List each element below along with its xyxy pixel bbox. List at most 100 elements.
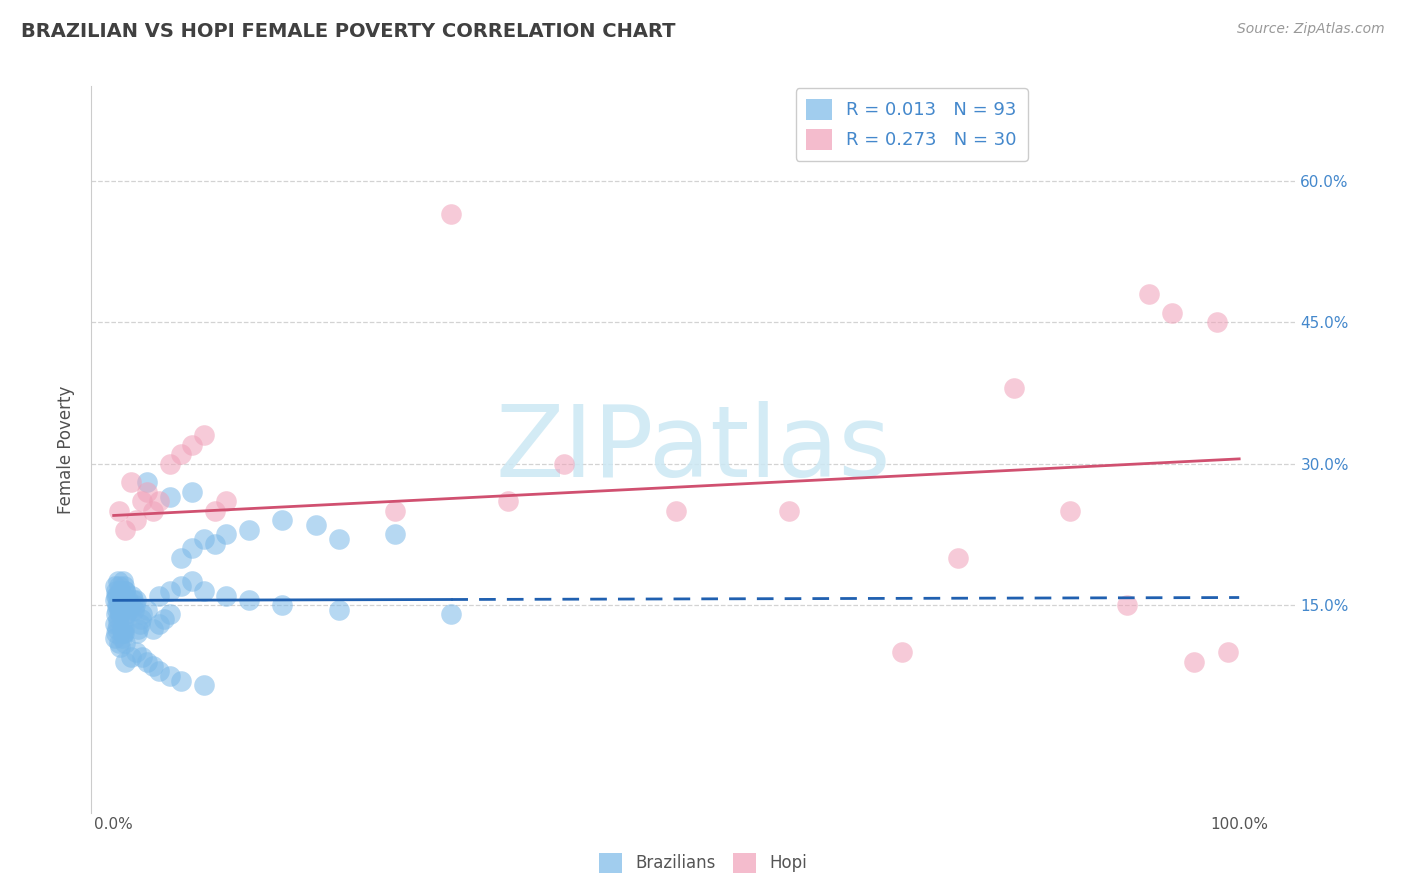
- Point: [142, 622, 165, 636]
- Point: [107, 598, 129, 612]
- Legend: Brazilians, Hopi: Brazilians, Hopi: [592, 847, 814, 880]
- Point: [1205, 315, 1227, 329]
- Point: [105, 598, 128, 612]
- Point: [204, 537, 226, 551]
- Y-axis label: Female Poverty: Female Poverty: [58, 385, 75, 514]
- Point: [148, 664, 170, 678]
- Point: [122, 603, 145, 617]
- Point: [384, 504, 406, 518]
- Point: [305, 517, 328, 532]
- Point: [115, 598, 138, 612]
- Point: [104, 616, 127, 631]
- Point: [131, 649, 153, 664]
- Point: [159, 583, 181, 598]
- Point: [121, 589, 143, 603]
- Point: [131, 607, 153, 622]
- Point: [107, 612, 129, 626]
- Legend: R = 0.013   N = 93, R = 0.273   N = 30: R = 0.013 N = 93, R = 0.273 N = 30: [796, 88, 1028, 161]
- Point: [440, 207, 463, 221]
- Point: [124, 598, 146, 612]
- Point: [215, 589, 238, 603]
- Point: [384, 527, 406, 541]
- Point: [112, 612, 135, 626]
- Point: [193, 583, 215, 598]
- Point: [181, 574, 204, 589]
- Point: [125, 593, 148, 607]
- Point: [159, 457, 181, 471]
- Point: [181, 484, 204, 499]
- Point: [104, 626, 127, 640]
- Point: [115, 607, 138, 622]
- Point: [553, 457, 575, 471]
- Point: [110, 631, 132, 645]
- Point: [1216, 645, 1239, 659]
- Point: [111, 574, 134, 589]
- Point: [104, 589, 127, 603]
- Point: [148, 494, 170, 508]
- Point: [108, 593, 131, 607]
- Point: [125, 645, 148, 659]
- Point: [136, 603, 159, 617]
- Point: [1115, 598, 1137, 612]
- Point: [114, 583, 136, 598]
- Point: [148, 616, 170, 631]
- Point: [118, 603, 141, 617]
- Point: [153, 612, 176, 626]
- Point: [110, 603, 132, 617]
- Point: [120, 475, 142, 490]
- Point: [125, 513, 148, 527]
- Point: [170, 550, 193, 565]
- Point: [127, 626, 149, 640]
- Point: [193, 532, 215, 546]
- Point: [105, 589, 128, 603]
- Point: [114, 523, 136, 537]
- Point: [204, 504, 226, 518]
- Point: [110, 622, 132, 636]
- Point: [1182, 655, 1205, 669]
- Point: [181, 438, 204, 452]
- Point: [1002, 381, 1025, 395]
- Point: [120, 598, 142, 612]
- Text: ZIPatlas: ZIPatlas: [495, 401, 891, 498]
- Point: [111, 598, 134, 612]
- Point: [112, 622, 135, 636]
- Point: [107, 616, 129, 631]
- Point: [111, 626, 134, 640]
- Point: [271, 598, 294, 612]
- Text: Source: ZipAtlas.com: Source: ZipAtlas.com: [1237, 22, 1385, 37]
- Point: [131, 494, 153, 508]
- Point: [104, 607, 127, 622]
- Point: [114, 636, 136, 650]
- Point: [114, 583, 136, 598]
- Point: [193, 428, 215, 442]
- Point: [328, 532, 350, 546]
- Point: [104, 583, 127, 598]
- Point: [107, 574, 129, 589]
- Point: [1137, 286, 1160, 301]
- Point: [114, 607, 136, 622]
- Point: [142, 504, 165, 518]
- Point: [271, 513, 294, 527]
- Point: [105, 603, 128, 617]
- Point: [110, 589, 132, 603]
- Point: [127, 622, 149, 636]
- Point: [108, 636, 131, 650]
- Text: BRAZILIAN VS HOPI FEMALE POVERTY CORRELATION CHART: BRAZILIAN VS HOPI FEMALE POVERTY CORRELA…: [21, 22, 676, 41]
- Point: [193, 678, 215, 692]
- Point: [496, 494, 519, 508]
- Point: [111, 589, 134, 603]
- Point: [104, 631, 127, 645]
- Point: [215, 494, 238, 508]
- Point: [159, 607, 181, 622]
- Point: [328, 603, 350, 617]
- Point: [440, 607, 463, 622]
- Point: [108, 504, 131, 518]
- Point: [110, 607, 132, 622]
- Point: [665, 504, 688, 518]
- Point: [142, 659, 165, 673]
- Point: [170, 579, 193, 593]
- Point: [108, 603, 131, 617]
- Point: [159, 490, 181, 504]
- Point: [120, 649, 142, 664]
- Point: [890, 645, 912, 659]
